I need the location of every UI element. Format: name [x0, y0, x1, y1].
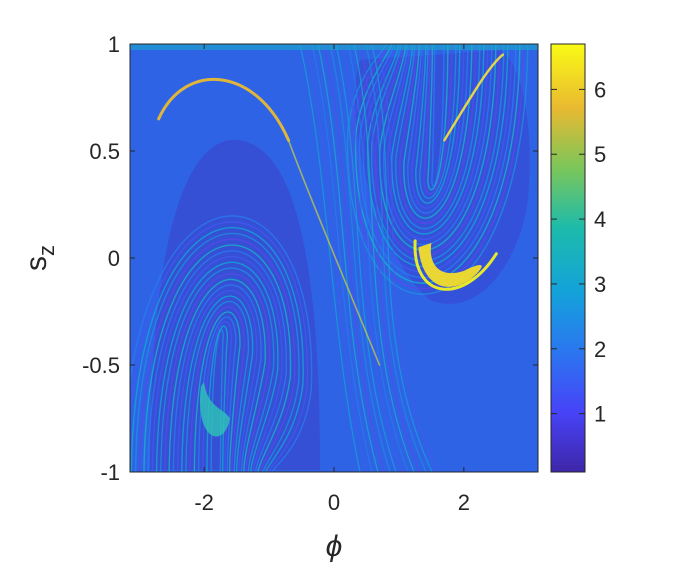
colorbar-ticks: 1 2 3 4 5 6	[551, 77, 606, 427]
separatrix-strand	[329, 44, 391, 472]
colorbar-tick-label: 6	[594, 77, 606, 102]
right-vortex-strand	[399, 44, 477, 224]
upper-right-yellow-strand	[443, 53, 505, 142]
right-vortex-strand	[355, 44, 521, 284]
colorbar-tick-label: 2	[594, 337, 606, 362]
cyan-blob	[199, 382, 231, 437]
left-vortex-strand	[181, 295, 254, 472]
separatrix-strand	[347, 44, 409, 472]
left-vortex-strand	[202, 320, 233, 472]
left-vortex-strand	[130, 221, 309, 472]
left-vortex-strand	[189, 306, 245, 472]
colorbar-tick-label: 4	[594, 207, 606, 232]
left-vortex-strand	[130, 215, 313, 472]
right-vortex-strand	[371, 44, 505, 262]
left-vortex-strand	[130, 227, 304, 472]
right-vortex-strand	[419, 44, 457, 199]
right-vortex-strand	[387, 44, 489, 240]
left-vortex-strand	[185, 300, 250, 472]
separatrix-strand	[377, 44, 439, 472]
left-vortex-strand	[193, 311, 241, 472]
y-tick-label: -0.5	[82, 353, 120, 378]
left-vortex-strand	[210, 329, 224, 472]
separatrix-strand	[341, 44, 403, 472]
colorbar-gradient	[550, 43, 586, 473]
separatrix-strand	[323, 44, 385, 472]
right-vortex-strand	[431, 44, 445, 187]
left-vortex-strand	[151, 255, 283, 472]
heatmap-image	[130, 44, 538, 472]
left-vortex-strand	[206, 325, 229, 472]
right-vortex-strand	[391, 44, 485, 235]
left-vortex-strand	[147, 250, 287, 472]
right-vortex-strand	[395, 44, 481, 230]
left-vortex-strand	[139, 238, 296, 472]
yellow-separatrix-trace	[287, 139, 381, 366]
yellow-band	[418, 243, 482, 287]
y-tick-label: -1	[100, 460, 120, 485]
y-axis-label-main: s	[20, 256, 53, 271]
right-vortex-strand	[423, 44, 453, 195]
colorbar-tick-label: 5	[594, 142, 606, 167]
right-vortex-strand	[346, 44, 529, 295]
right-vortex-strand	[411, 44, 465, 209]
left-vortex-strand	[176, 290, 258, 472]
yellow-band-edge	[413, 239, 498, 291]
x-axis-label: ϕ	[326, 530, 343, 563]
x-tick-label: 2	[458, 490, 470, 515]
left-vortex-strand	[160, 267, 275, 472]
colorbar-tick-label: 3	[594, 272, 606, 297]
separatrix-strand	[335, 44, 397, 472]
heatmap-plot-area	[129, 43, 539, 473]
separatrix-strand	[311, 44, 373, 472]
right-vortex-strand	[403, 44, 473, 219]
y-axis-label: sz	[20, 245, 59, 271]
separatrix-strand	[359, 44, 421, 472]
right-vortex-strand	[379, 44, 497, 251]
colorbar-tick-label: 1	[594, 402, 606, 427]
left-vortex-strand	[135, 232, 300, 472]
y-axis-label-group: sz	[20, 245, 59, 271]
y-axis-label-subscript: z	[34, 245, 59, 256]
colorbar: 1 2 3 4 5 6	[550, 43, 606, 473]
left-vortex-strand	[143, 244, 292, 472]
separatrix-strand	[365, 44, 427, 472]
x-tick-label: -2	[194, 490, 214, 515]
left-vortex-strand	[156, 261, 279, 472]
x-axis: -2 0 2	[194, 44, 470, 515]
x-tick-label: 0	[328, 490, 340, 515]
separatrix-strand	[353, 44, 415, 472]
left-vortex-strand	[168, 278, 266, 472]
right-vortex-strand	[363, 44, 513, 273]
y-tick-label: 0.5	[89, 139, 120, 164]
y-tick-label: 1	[108, 32, 120, 57]
right-vortex-strand	[427, 44, 449, 191]
dark-region-left	[150, 139, 320, 470]
separatrix-strand	[317, 44, 379, 472]
y-axis: -1 -0.5 0 0.5 1	[82, 32, 538, 485]
upper-left-yellow-arc	[157, 77, 291, 142]
left-vortex-strand	[164, 273, 271, 472]
y-tick-label: 0	[108, 246, 120, 271]
right-vortex-strand	[415, 44, 461, 204]
left-vortex-strand	[197, 316, 237, 472]
separatrix-strand	[371, 44, 433, 472]
right-vortex-strand	[407, 44, 469, 214]
left-vortex-strand	[172, 284, 262, 472]
separatrix-strand	[299, 44, 361, 472]
